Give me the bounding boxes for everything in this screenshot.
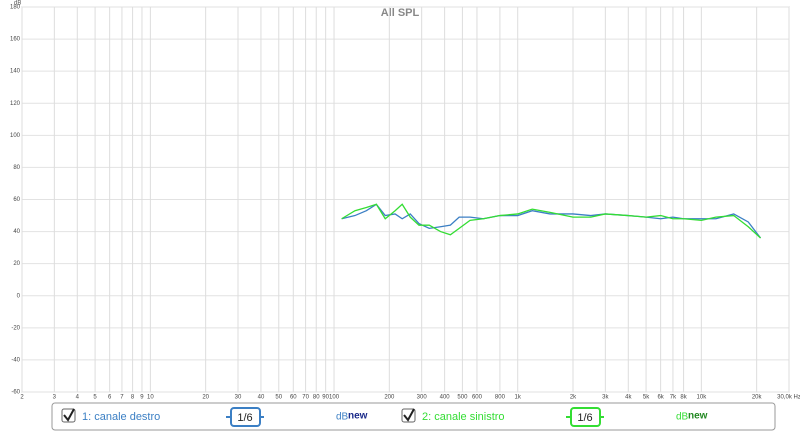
y-tick-label: 0: [17, 293, 21, 299]
smoothing-label[interactable]: 1/6: [237, 412, 252, 424]
x-tick-label: 20k: [752, 395, 763, 401]
y-tick-label: -20: [11, 325, 20, 331]
y-tick-label: 180: [10, 5, 21, 11]
legend-label: 2: canale sinistro: [422, 411, 505, 423]
new-button[interactable]: new: [688, 411, 708, 422]
x-tick-label: 8k: [680, 395, 687, 401]
y-tick-label: 140: [10, 69, 21, 75]
units-label[interactable]: dB: [676, 412, 689, 423]
x-tick-label: 10: [147, 395, 154, 401]
y-axis-label: dB: [14, 1, 21, 7]
y-tick-label: -40: [11, 357, 20, 363]
x-tick-label: 40: [258, 395, 265, 401]
x-tick-label: 1k: [515, 395, 522, 401]
legend-label: 1: canale destro: [82, 411, 160, 423]
smoothing-label[interactable]: 1/6: [577, 412, 592, 424]
y-tick-label: 160: [10, 37, 21, 43]
chart-title: All SPL: [381, 7, 420, 19]
x-tick-label: 30: [235, 395, 242, 401]
x-tick-label: 2: [20, 395, 24, 401]
y-tick-label: 100: [10, 133, 21, 139]
x-tick-label: 300: [417, 395, 428, 401]
checkmark: [403, 408, 415, 422]
new-button[interactable]: new: [348, 411, 368, 422]
x-tick-label: 600: [472, 395, 483, 401]
x-tick-label: 3: [53, 395, 57, 401]
x-tick-label: 3k: [602, 395, 609, 401]
x-tick-label: 30,0k Hz: [777, 395, 800, 401]
x-tick-label: 500: [457, 395, 468, 401]
smoothing-box[interactable]: [230, 407, 261, 427]
x-tick-label: 6: [108, 395, 112, 401]
x-tick-label: 7k: [670, 395, 677, 401]
y-tick-label: 120: [10, 101, 21, 107]
units-label[interactable]: dB: [336, 412, 349, 423]
series-line: [341, 203, 761, 239]
x-tick-label: 50: [275, 395, 282, 401]
x-tick-label: 8: [131, 395, 135, 401]
smoothing-box[interactable]: [570, 407, 601, 427]
x-tick-label: 4k: [625, 395, 632, 401]
y-tick-label: 60: [13, 197, 20, 203]
y-tick-label: 80: [13, 165, 20, 171]
y-tick-label: -60: [11, 390, 20, 396]
x-tick-label: 70: [302, 395, 309, 401]
x-tick-label: 2k: [570, 395, 577, 401]
x-tick-label: 7: [120, 395, 124, 401]
x-tick-label: 200: [384, 395, 395, 401]
x-tick-label: 10k: [697, 395, 708, 401]
x-tick-label: 4: [76, 395, 80, 401]
x-tick-label: 400: [440, 395, 451, 401]
x-tick-label: 80: [313, 395, 320, 401]
x-tick-label: 800: [495, 395, 506, 401]
x-tick-label: 60: [290, 395, 297, 401]
x-tick-label: 9: [140, 395, 144, 401]
checkmark: [63, 408, 75, 422]
x-tick-label: 5k: [643, 395, 650, 401]
x-tick-label: 100: [329, 395, 340, 401]
x-tick-label: 20: [202, 395, 209, 401]
x-tick-label: 6k: [657, 395, 664, 401]
y-tick-label: 20: [13, 261, 20, 267]
x-tick-label: 5: [93, 395, 97, 401]
x-tick-label: 90: [322, 395, 329, 401]
y-tick-label: 40: [13, 229, 20, 235]
